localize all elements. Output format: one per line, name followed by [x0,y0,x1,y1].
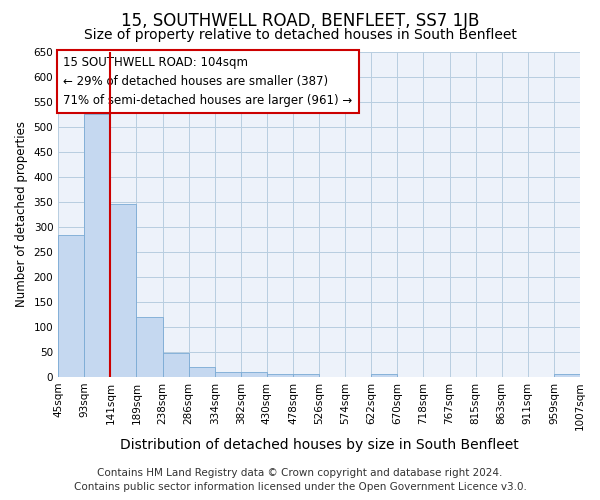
Bar [188,368,215,377]
Bar [58,235,84,377]
Bar [215,372,241,377]
Y-axis label: Number of detached properties: Number of detached properties [15,121,28,307]
Text: Size of property relative to detached houses in South Benfleet: Size of property relative to detached ho… [83,28,517,42]
Bar [84,114,110,377]
Text: Contains HM Land Registry data © Crown copyright and database right 2024.
Contai: Contains HM Land Registry data © Crown c… [74,468,526,492]
Bar [241,372,267,377]
Bar [293,374,319,377]
Bar [163,353,188,377]
Bar [136,316,163,377]
Bar [371,374,397,377]
Bar [267,374,293,377]
X-axis label: Distribution of detached houses by size in South Benfleet: Distribution of detached houses by size … [120,438,518,452]
Bar [554,374,580,377]
Text: 15, SOUTHWELL ROAD, BENFLEET, SS7 1JB: 15, SOUTHWELL ROAD, BENFLEET, SS7 1JB [121,12,479,30]
Text: 15 SOUTHWELL ROAD: 104sqm
← 29% of detached houses are smaller (387)
71% of semi: 15 SOUTHWELL ROAD: 104sqm ← 29% of detac… [64,56,353,108]
Bar [110,204,136,377]
